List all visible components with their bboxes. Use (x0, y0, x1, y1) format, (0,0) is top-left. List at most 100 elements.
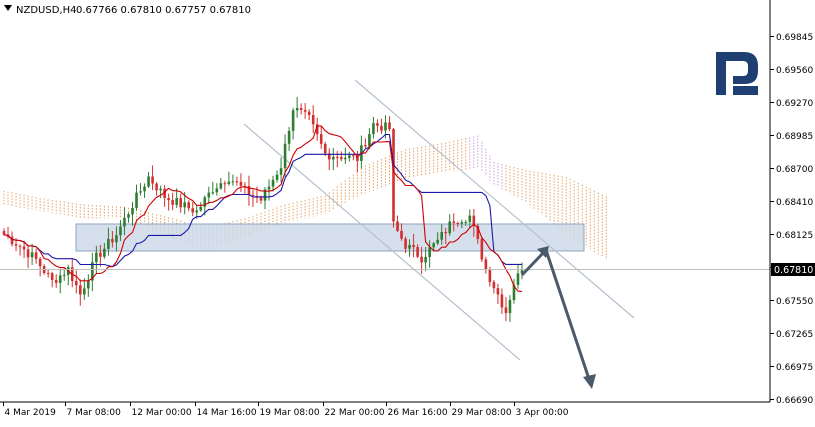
y-tick-label: 0.68410 (776, 198, 813, 208)
logo-r-shape (716, 52, 758, 95)
candle-body (111, 238, 114, 243)
candle-body (307, 111, 311, 115)
candle-body (327, 153, 331, 160)
x-tick-label: 29 Mar 08:00 (452, 408, 512, 418)
candle-body (99, 252, 102, 257)
candle-body (323, 143, 327, 154)
x-tick-label: 26 Mar 16:00 (388, 408, 448, 418)
y-tick-label: 0.68125 (776, 231, 813, 241)
candle-body (22, 246, 26, 250)
y-tick-label: 0.69270 (776, 99, 813, 109)
candle-body (183, 202, 186, 208)
candle-body (424, 257, 427, 263)
candle-body (400, 230, 403, 239)
candle-body (83, 288, 86, 295)
chart-header: NZDUSD,H4 0.67766 0.67810 0.67757 0.6781… (4, 5, 251, 16)
candles (2, 96, 524, 322)
candle-body (2, 231, 6, 235)
candle-body (151, 176, 154, 184)
candle-body (436, 239, 439, 244)
candle-body (380, 125, 383, 131)
forecast-arrowhead-down (583, 374, 596, 389)
candle-body (456, 222, 460, 224)
candle-body (46, 272, 50, 274)
candle-body (372, 123, 375, 135)
axis-right-panel (770, 0, 815, 423)
candle-body (54, 280, 58, 283)
candle-body (227, 181, 231, 185)
candle-body (448, 221, 452, 234)
forecast-arrow-down (544, 249, 592, 383)
candle-body (115, 235, 118, 243)
candle-body (420, 256, 423, 263)
candle-body (103, 248, 106, 257)
candle-body (376, 123, 379, 126)
candle-body (279, 168, 283, 175)
candle-body (271, 179, 275, 187)
candle-body (259, 197, 263, 201)
logo-r-bar (733, 86, 758, 95)
resistance-zone (75, 223, 585, 252)
candle-body (508, 299, 512, 314)
y-tick-label: 0.68985 (776, 132, 813, 142)
candle-body (62, 274, 66, 276)
candle-body (484, 259, 488, 270)
candle-body (235, 181, 239, 183)
kijun-line (3, 133, 522, 268)
chevron-down-icon (4, 5, 12, 11)
candle-body (203, 197, 207, 207)
y-tick-label: 0.67550 (776, 297, 813, 307)
candle-body (504, 307, 508, 314)
candle-body (95, 252, 98, 263)
candle-body (512, 284, 516, 300)
x-tick-label: 7 Mar 08:00 (67, 408, 122, 418)
candle-body (139, 191, 142, 193)
roboforex-logo (716, 52, 758, 95)
candle-body (388, 122, 391, 130)
candle-body (488, 269, 492, 283)
candle-body (299, 108, 303, 110)
x-tick-label: 19 Mar 08:00 (260, 408, 320, 418)
candle-body (191, 208, 195, 213)
x-tick-label: 3 Apr 00:00 (516, 408, 569, 418)
candle-body (468, 215, 472, 222)
candle-body (147, 176, 150, 187)
x-tick-label: 4 Mar 2019 (5, 408, 57, 418)
y-tick-label: 0.66690 (776, 396, 813, 406)
candle-body (171, 200, 174, 205)
candle-body (444, 232, 448, 234)
candle-body (408, 244, 411, 249)
candle-body (247, 186, 251, 195)
current-price-label: 0.67810 (774, 265, 813, 276)
candle-body (87, 280, 90, 289)
candle-body (440, 232, 443, 240)
candle-body (291, 110, 295, 131)
candle-body (14, 244, 18, 246)
candle-body (199, 206, 203, 211)
y-tick-label: 0.66975 (776, 363, 813, 373)
candle-body (219, 183, 223, 189)
candle-body (368, 134, 371, 147)
candle-body (500, 294, 504, 308)
candle-body (396, 221, 399, 231)
candle-body (412, 244, 415, 248)
y-tick-label: 0.69560 (776, 66, 813, 76)
candle-body (231, 181, 235, 183)
candle-body (432, 243, 435, 248)
candle-body (34, 252, 38, 259)
candle-body (239, 181, 243, 186)
candle-body (135, 192, 138, 208)
candle-body (10, 236, 14, 245)
candle-body (480, 238, 484, 260)
y-tick-label: 0.69845 (776, 33, 813, 43)
candle-body (58, 275, 62, 283)
forecast-arrows (520, 246, 596, 389)
symbol-label: NZDUSD,H4 (16, 5, 76, 16)
candle-body (131, 207, 134, 215)
candle-body (275, 174, 279, 180)
y-tick-label: 0.68700 (776, 165, 813, 175)
y-tick-label: 0.67265 (776, 330, 813, 340)
forecast-arrow-up (520, 248, 548, 277)
